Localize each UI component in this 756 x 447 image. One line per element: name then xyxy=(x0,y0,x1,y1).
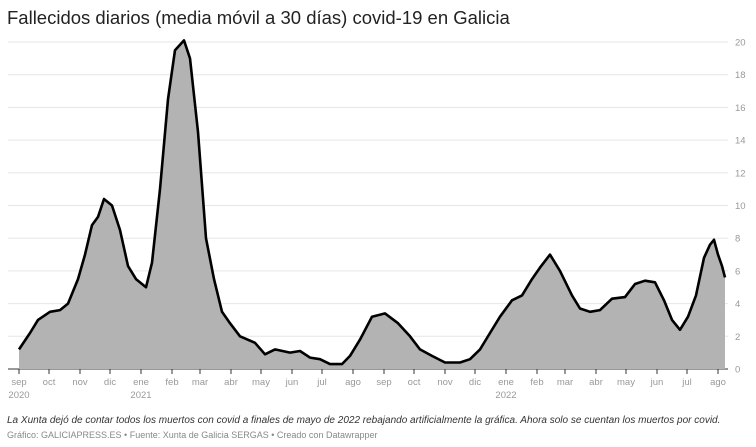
x-tick-label: abr xyxy=(589,377,603,388)
y-tick-label: 2 xyxy=(735,332,740,343)
x-tick-label: ene xyxy=(498,377,514,388)
area-fill xyxy=(19,40,725,370)
x-tick-label: oct xyxy=(43,377,56,388)
y-tick-label: 4 xyxy=(735,299,740,310)
chart-credit: Gráfico: GALICIAPRESS.ES • Fuente: Xunta… xyxy=(7,430,378,440)
x-tick-label: may xyxy=(617,377,635,388)
x-tick-label: may xyxy=(252,377,270,388)
x-tick-label: ago xyxy=(710,377,726,388)
x-tick-label: jun xyxy=(285,377,299,388)
x-tick-label: feb xyxy=(165,377,178,388)
x-tick-label: sep xyxy=(11,377,26,388)
x-tick-label: abr xyxy=(224,377,238,388)
x-tick-label: nov xyxy=(72,377,88,388)
x-tick-year: 2020 xyxy=(8,390,29,401)
x-tick-label: nov xyxy=(437,377,453,388)
x-tick-label: dic xyxy=(104,377,116,388)
x-tick-year: 2022 xyxy=(495,390,516,401)
area-chart: 0 2 4 6 8 10 12 14 16 18 20 sep 2020 oct nov dic ene 202… xyxy=(8,38,746,401)
x-tick-label: oct xyxy=(408,377,421,388)
x-tick-year: 2021 xyxy=(130,390,151,401)
y-tick-label: 6 xyxy=(735,266,740,277)
x-tick-label: sep xyxy=(376,377,391,388)
x-tick-label: mar xyxy=(557,377,573,388)
x-tick-label: jul xyxy=(316,377,327,388)
x-tick-label: jul xyxy=(681,377,692,388)
y-tick-label: 20 xyxy=(735,38,746,49)
x-tick-label: feb xyxy=(530,377,543,388)
x-tick-label: mar xyxy=(192,377,208,388)
y-tick-label: 8 xyxy=(735,234,740,245)
chart-note: La Xunta dejó de contar todos los muerto… xyxy=(7,415,721,426)
chart-title: Fallecidos diarios (media móvil a 30 día… xyxy=(7,7,510,28)
x-tick-label: dic xyxy=(469,377,481,388)
x-tick-label: ene xyxy=(133,377,149,388)
x-tick-label: jun xyxy=(650,377,664,388)
y-tick-label: 10 xyxy=(735,201,746,212)
series-line xyxy=(17,39,727,366)
y-tick-label: 12 xyxy=(735,168,746,179)
y-tick-label: 0 xyxy=(735,365,740,376)
y-tick-label: 18 xyxy=(735,70,746,81)
x-tick-label: ago xyxy=(345,377,361,388)
y-tick-label: 14 xyxy=(735,136,746,147)
y-tick-label: 16 xyxy=(735,103,746,114)
